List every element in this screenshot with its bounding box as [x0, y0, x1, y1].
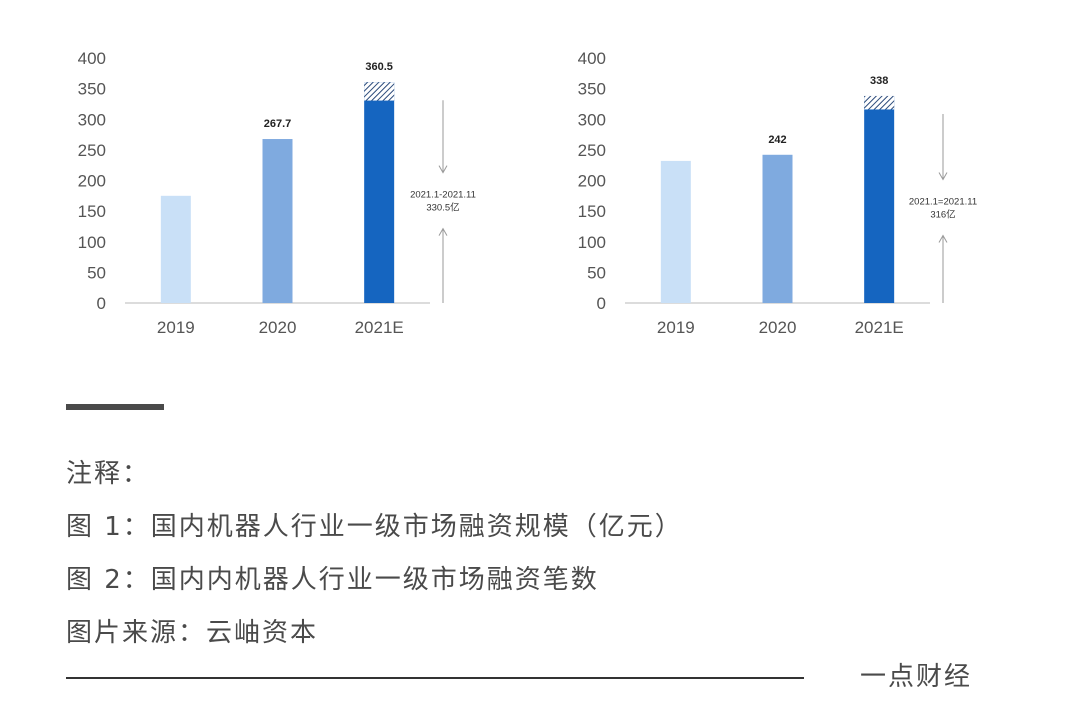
y-tick-label: 0	[597, 294, 606, 313]
x-tick-label: 2020	[259, 318, 297, 337]
bar-hatched-estimate	[364, 82, 395, 101]
bar-2019	[160, 195, 191, 303]
y-tick-label: 50	[587, 263, 606, 282]
y-tick-label: 150	[78, 202, 106, 221]
bar-2021E	[864, 95, 895, 303]
footer-source: 一点财经	[860, 662, 973, 692]
y-tick-label: 50	[87, 263, 106, 282]
chart-1-svg: 0 50 100 150 200 250 300 350 400 2019 267.7 2020 360…	[78, 49, 476, 337]
chart-financing-scale: 0 50 100 150 200 250 300 350 400 2019 267.7 2020 360…	[40, 30, 520, 360]
bracket-annotation: 2021.1=2021.11	[909, 196, 977, 207]
notes-heading: 注释：	[66, 459, 151, 489]
y-tick-label: 300	[578, 110, 606, 129]
arrow-down-icon	[438, 165, 448, 174]
arrow-up-icon	[938, 234, 948, 243]
bracket-annotation: 330.5亿	[426, 202, 459, 214]
bar-2019	[660, 160, 691, 303]
bar-2020	[262, 139, 293, 303]
arrow-down-icon	[938, 172, 948, 181]
arrow-up-icon	[438, 227, 448, 236]
y-tick-label: 100	[78, 233, 106, 252]
x-tick-label: 2021E	[355, 318, 404, 337]
y-tick-label: 400	[578, 49, 606, 68]
y-tick-label: 300	[78, 110, 106, 129]
y-tick-label: 100	[578, 233, 606, 252]
y-tick-label: 0	[97, 294, 106, 313]
y-tick-label: 200	[578, 172, 606, 191]
notes-block: 注释： 图 1：国内机器人行业一级市场融资规模（亿元） 图 2：国内内机器人行业…	[66, 448, 683, 660]
x-tick-label: 2019	[157, 318, 195, 337]
section-divider	[66, 404, 164, 410]
y-tick-label: 250	[78, 141, 106, 160]
bracket-annotation: 316亿	[930, 208, 955, 220]
bar-2020	[762, 154, 793, 303]
note-figure-2: 图 2：国内内机器人行业一级市场融资笔数	[66, 565, 599, 595]
x-tick-label: 2019	[657, 318, 695, 337]
y-tick-label: 350	[578, 80, 606, 99]
data-label: 338	[870, 75, 888, 87]
bracket-annotation: 2021.1-2021.11	[410, 190, 476, 201]
bar-2021E	[364, 82, 395, 303]
y-tick-label: 250	[578, 141, 606, 160]
footer-rule	[66, 677, 804, 679]
data-label: 267.7	[264, 118, 292, 130]
data-label: 360.5	[365, 61, 393, 73]
y-tick-label: 150	[578, 202, 606, 221]
note-source: 图片来源：云岫资本	[66, 618, 319, 648]
note-figure-1: 图 1：国内机器人行业一级市场融资规模（亿元）	[66, 512, 683, 542]
data-label: 242	[768, 134, 786, 146]
bar-hatched-estimate	[864, 95, 895, 110]
y-tick-label: 200	[78, 172, 106, 191]
chart-financing-count: 0 50 100 150 200 250 300 350 400 2019 242 2020 338 20…	[540, 30, 1020, 360]
x-tick-label: 2020	[759, 318, 797, 337]
chart-2-svg: 0 50 100 150 200 250 300 350 400 2019 242 2020 338 20…	[578, 49, 978, 337]
y-tick-label: 350	[78, 80, 106, 99]
y-tick-label: 400	[78, 49, 106, 68]
x-tick-label: 2021E	[855, 318, 904, 337]
